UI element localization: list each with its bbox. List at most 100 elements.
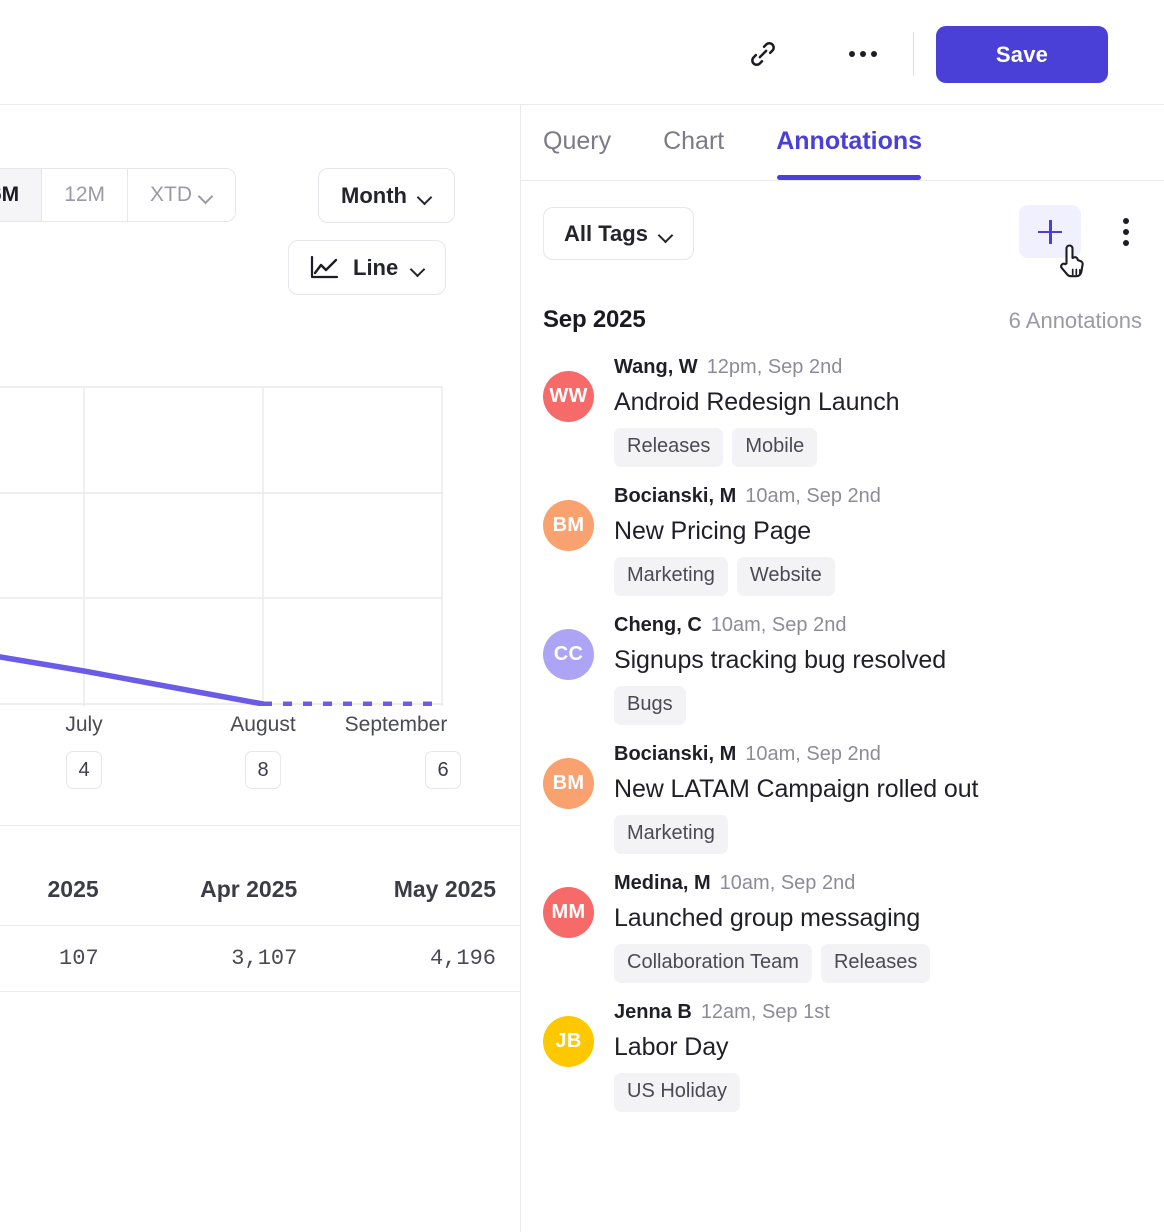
- tag-chip[interactable]: US Holiday: [614, 1073, 741, 1112]
- data-table: 2025 Apr 2025 May 2025 107 3,107 4,196: [0, 862, 520, 992]
- annotation-body: Wang, W 12pm, Sep 2nd Android Redesign Lau…: [614, 356, 1142, 467]
- annotation-tags: Collaboration Team Releases: [614, 944, 1142, 983]
- annotation-group-header: Sep 2025 6 Annotations: [521, 306, 1164, 340]
- annotation-title: Signups tracking bug resolved: [614, 646, 947, 674]
- annotation-meta: Jenna B 12am, Sep 1st: [614, 1001, 1142, 1023]
- annotation-list-item[interactable]: BM Bocianski, M 10am, Sep 2nd New LATAM Cam…: [521, 743, 1164, 854]
- ellipsis-horizontal-icon: [849, 51, 877, 57]
- save-button[interactable]: Save: [936, 26, 1108, 83]
- tag-filter-dropdown[interactable]: All Tags: [543, 207, 694, 260]
- annotation-meta: Cheng, C 10am, Sep 2nd: [614, 614, 1142, 636]
- annotation-meta: Medina, M 10am, Sep 2nd: [614, 872, 1142, 894]
- annotation-body: Cheng, C 10am, Sep 2nd Signups tracking bu…: [614, 614, 1142, 725]
- annotation-author: Cheng, C: [614, 614, 702, 636]
- tag-chip[interactable]: Releases: [614, 428, 724, 467]
- chart-svg: [0, 386, 443, 706]
- annotation-list-item[interactable]: CC Cheng, C 10am, Sep 2nd Signups tracking …: [521, 614, 1164, 725]
- annotation-list-item[interactable]: MM Medina, M 10am, Sep 2nd Launched group m…: [521, 872, 1164, 983]
- tag-chip[interactable]: Marketing: [614, 815, 728, 854]
- annotation-author: Bocianski, M: [614, 743, 737, 765]
- annotation-author: Wang, W: [614, 356, 698, 378]
- table-cell: 4,196: [321, 925, 520, 992]
- chart-pane: 6M 12M XTD Month Line: [0, 104, 520, 1232]
- time-range-segmented-control[interactable]: 6M 12M XTD: [0, 168, 237, 222]
- annotation-body: Bocianski, M 10am, Sep 2nd New Pricing Pag…: [614, 485, 1142, 596]
- annotation-title: New Pricing Page: [614, 517, 812, 545]
- annotation-timestamp: 10am, Sep 2nd: [710, 614, 847, 636]
- tab-annotations[interactable]: Annotations: [776, 105, 922, 181]
- chevron-down-icon: [412, 264, 425, 272]
- chart-type-dropdown[interactable]: Line: [288, 240, 447, 295]
- range-option-6m[interactable]: 6M: [0, 169, 43, 221]
- chart-x-axis-labels: July August September: [0, 713, 520, 743]
- annotation-meta: Bocianski, M 10am, Sep 2nd: [614, 743, 1142, 765]
- table-column-header: 2025: [0, 862, 123, 926]
- table-column-header: May 2025: [321, 862, 520, 926]
- x-tick-label: September: [344, 713, 448, 736]
- line-chart-plot: [0, 386, 443, 706]
- annotation-count-chip[interactable]: 4: [66, 751, 102, 789]
- annotation-list: WW Wang, W 12pm, Sep 2nd Android Redesign L…: [521, 356, 1164, 1130]
- table-column-header: Apr 2025: [122, 862, 322, 926]
- tag-filter-label: All Tags: [564, 220, 648, 246]
- add-annotation-button[interactable]: [1019, 205, 1081, 258]
- range-option-12m[interactable]: 12M: [42, 169, 129, 221]
- avatar: BM: [543, 500, 594, 551]
- pane-divider: [520, 104, 521, 1232]
- range-option-xtd[interactable]: XTD: [128, 169, 236, 221]
- tab-chart[interactable]: Chart: [663, 127, 725, 155]
- annotation-meta: Wang, W 12pm, Sep 2nd: [614, 356, 1142, 378]
- line-chart-icon: [310, 255, 339, 278]
- chart-gridlines-vertical: [83, 387, 443, 706]
- table-cell: 107: [0, 925, 123, 992]
- section-divider: [0, 825, 520, 826]
- annotation-group-title: Sep 2025: [543, 306, 646, 333]
- tag-chip[interactable]: Bugs: [614, 686, 686, 725]
- annotations-pane: Query Chart Annotations All Tags Sep 202…: [521, 104, 1164, 1232]
- annotation-list-item[interactable]: BM Bocianski, M 10am, Sep 2nd New Pricing P…: [521, 485, 1164, 596]
- annotation-list-item[interactable]: JB Jenna B 12am, Sep 1st Labor Day US Holida…: [521, 1001, 1164, 1112]
- plus-icon: [1038, 219, 1062, 244]
- tag-chip[interactable]: Mobile: [732, 428, 818, 467]
- annotation-timestamp: 10am, Sep 2nd: [745, 743, 881, 765]
- more-options-button[interactable]: [840, 31, 886, 77]
- annotation-timestamp: 12pm, Sep 2nd: [706, 356, 843, 378]
- pane-tabbar: Query Chart Annotations: [521, 104, 1164, 181]
- annotation-author: Jenna B: [614, 1001, 692, 1023]
- tag-chip[interactable]: Marketing: [614, 557, 728, 596]
- table-header-row: 2025 Apr 2025 May 2025: [0, 862, 520, 926]
- toolbar-divider: [913, 32, 914, 76]
- chevron-down-icon: [660, 230, 673, 238]
- annotation-list-item[interactable]: WW Wang, W 12pm, Sep 2nd Android Redesign L…: [521, 356, 1164, 467]
- annotation-author: Bocianski, M: [614, 485, 737, 507]
- copy-link-button[interactable]: [740, 31, 786, 77]
- annotation-title: Labor Day: [614, 1033, 729, 1061]
- chart-series-line: [0, 654, 266, 706]
- avatar: WW: [543, 371, 594, 422]
- annotation-meta: Bocianski, M 10am, Sep 2nd: [614, 485, 1142, 507]
- annotation-count-chip[interactable]: 8: [245, 751, 281, 789]
- annotation-timestamp: 10am, Sep 2nd: [719, 872, 856, 894]
- chevron-down-icon: [419, 192, 432, 200]
- table-row: 107 3,107 4,196: [0, 925, 520, 992]
- tab-query[interactable]: Query: [543, 127, 612, 155]
- link-icon: [751, 42, 775, 66]
- annotation-count-chip[interactable]: 6: [425, 751, 461, 789]
- table-cell: 3,107: [122, 925, 322, 992]
- annotation-body: Medina, M 10am, Sep 2nd Launched group mes…: [614, 872, 1142, 983]
- chart-annotation-count-chips: 4 8 6: [0, 751, 520, 795]
- x-tick-label: August: [230, 713, 296, 736]
- annotation-title: Android Redesign Launch: [614, 388, 900, 416]
- chart-type-dropdown-label: Line: [353, 254, 399, 280]
- annotation-list-more-button[interactable]: [1101, 206, 1151, 258]
- tag-chip[interactable]: Website: [736, 557, 835, 596]
- granularity-dropdown[interactable]: Month: [318, 168, 455, 223]
- annotation-tags: Marketing: [614, 815, 1142, 854]
- x-tick-label: July: [65, 713, 103, 736]
- ellipsis-vertical-icon: [1123, 218, 1129, 224]
- annotation-tags: Releases Mobile: [614, 428, 1142, 467]
- tag-chip[interactable]: Releases: [820, 944, 931, 983]
- tag-chip[interactable]: Collaboration Team: [614, 944, 812, 983]
- top-toolbar: Save: [0, 0, 1164, 104]
